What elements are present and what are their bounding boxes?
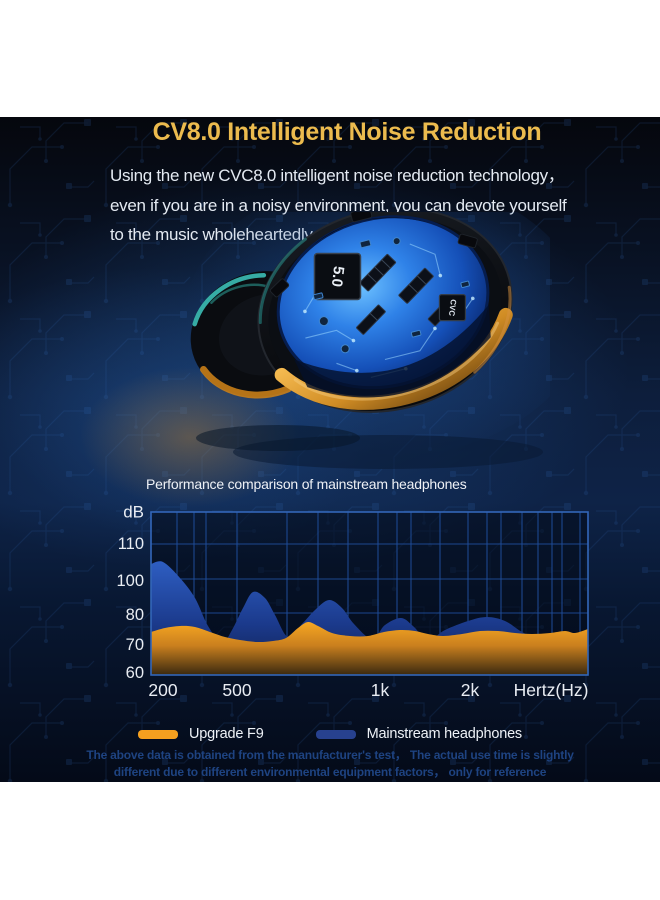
y-tick-label: 70 (126, 636, 144, 654)
area-upgrade-f9 (151, 621, 588, 675)
y-tick-label: 100 (116, 572, 144, 590)
x-tick-label: 200 (148, 680, 177, 700)
footer-line: The above data is obtained from the manu… (86, 748, 574, 762)
description-line: Using the new CVC8.0 intelligent noise r… (110, 166, 565, 185)
earbud-illustration: 5.0 CVC (185, 212, 550, 469)
poster-title: CV8.0 Intelligent Noise Reduction (152, 118, 542, 146)
teal-rim-light-main (258, 237, 307, 325)
description-line: even if you are in a noisy environment, … (110, 195, 567, 215)
legend-swatch (138, 729, 178, 739)
plot-areas (151, 561, 588, 675)
x-tick-label: Hertz(Hz) (514, 680, 589, 700)
shell-tabs (269, 212, 478, 298)
footer-line: different due to different environmental… (113, 764, 547, 779)
y-tick-label: dB (123, 503, 144, 522)
cvc-chip-label: CVC (447, 299, 458, 317)
poster-dark-panel: CV8.0 Intelligent Noise Reduction Using … (0, 117, 660, 782)
cvc-chip: CVC (438, 294, 467, 322)
legend-item: Upgrade F9 (138, 726, 264, 742)
bluetooth-chip-label: 5.0 (328, 265, 347, 288)
x-tick-label: 1k (371, 680, 390, 700)
earbud-main: 5.0 CVC (257, 212, 513, 413)
teal-rim-light (192, 272, 267, 327)
y-tick-label: 110 (118, 535, 144, 553)
pcb-components (312, 237, 470, 354)
poster-description: Using the new CVC8.0 intelligent noise r… (110, 161, 567, 250)
reflection-left (196, 425, 360, 451)
plot-border (150, 511, 589, 676)
bluetooth-chip: 5.0 (313, 252, 362, 301)
y-tick-label: 60 (126, 664, 144, 682)
gold-rim (274, 307, 513, 410)
x-tick-label: 2k (461, 680, 480, 700)
chart-title: Performance comparison of mainstream hea… (146, 476, 467, 492)
orange-rim-light-main (473, 285, 512, 374)
disclaimer-text: The above data is obtained from the manu… (0, 747, 660, 780)
chart-legend: Upgrade F9 Mainstream headphones (0, 726, 660, 742)
x-tick-label: 500 (222, 680, 251, 700)
legend-swatch (315, 729, 356, 739)
y-tick-label: 80 (126, 606, 144, 624)
pcb-shadow (294, 304, 491, 398)
legend-item: Mainstream headphones (315, 726, 523, 742)
legend-label: Mainstream headphones (366, 726, 523, 742)
legend-label: Upgrade F9 (189, 726, 264, 742)
orange-rim-light (200, 365, 292, 399)
